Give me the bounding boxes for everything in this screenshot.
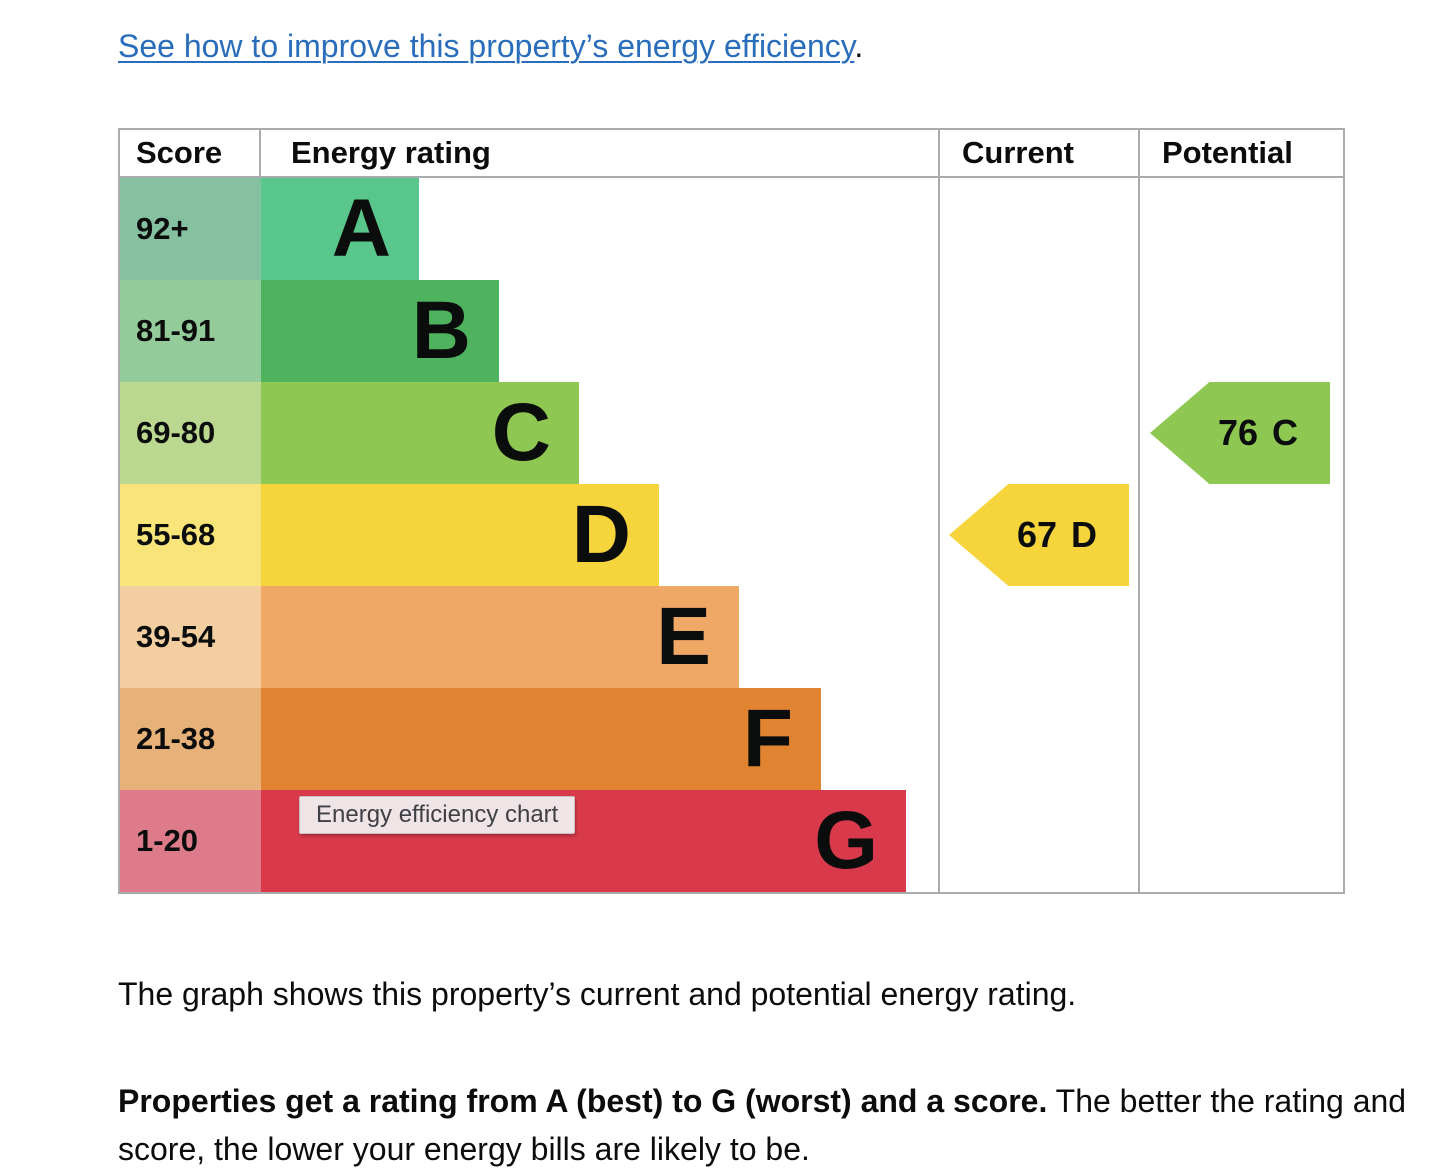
band-bar: F	[261, 688, 821, 790]
epc-chart-header-row: Score Energy rating Current Potential	[120, 130, 1343, 178]
band-row: 81-91 B	[120, 280, 1343, 382]
header-score: Score	[120, 130, 261, 176]
band-bar: C	[261, 382, 579, 484]
band-letter: D	[571, 489, 631, 580]
band-letter: G	[814, 795, 878, 886]
score-cell: 21-38	[120, 688, 261, 790]
potential-rating-band: C	[1272, 412, 1299, 453]
score-range-label: 39-54	[136, 619, 216, 654]
band-bar: A	[261, 178, 419, 280]
score-range-label: 1-20	[136, 823, 199, 858]
band-bar: D	[261, 484, 659, 586]
header-energy-rating: Energy rating	[291, 135, 491, 170]
score-cell: 55-68	[120, 484, 261, 586]
header-current: Current	[962, 135, 1074, 170]
potential-rating-value: 76	[1217, 412, 1259, 453]
header-potential: Potential	[1162, 135, 1293, 170]
band-row: 21-38 F	[120, 688, 1343, 790]
band-row: 69-80 C	[120, 382, 1343, 484]
improve-efficiency-line: See how to improve this property’s energ…	[118, 26, 1440, 66]
band-row: 39-54 E	[120, 586, 1343, 688]
chart-tooltip: Energy efficiency chart	[299, 796, 576, 834]
band-letter: E	[656, 591, 711, 682]
band-letter: A	[331, 183, 391, 274]
score-range-label: 81-91	[136, 313, 216, 348]
score-cell: 39-54	[120, 586, 261, 688]
score-range-label: 21-38	[136, 721, 216, 756]
score-range-label: 69-80	[136, 415, 216, 450]
current-rating-band: D	[1071, 514, 1098, 555]
score-range-label: 55-68	[136, 517, 216, 552]
score-cell: 1-20	[120, 790, 261, 892]
band-letter: B	[411, 285, 471, 376]
band-letter: C	[491, 387, 551, 478]
column-divider-rating-current	[938, 130, 940, 892]
band-bar: E	[261, 586, 739, 688]
rating-explanation-bold: Properties get a rating from A (best) to…	[118, 1082, 1048, 1119]
column-divider-current-potential	[1138, 130, 1140, 892]
link-suffix-period: .	[854, 28, 864, 64]
graph-caption: The graph shows this property’s current …	[118, 976, 1077, 1012]
score-cell: 69-80	[120, 382, 261, 484]
band-row: 92+ A	[120, 178, 1343, 280]
rating-explanation-regular: The better the rating and score, the low…	[118, 1082, 1407, 1167]
improve-efficiency-link[interactable]: See how to improve this property’s energ…	[118, 28, 855, 64]
band-bar: B	[261, 280, 499, 382]
score-cell: 92+	[120, 178, 261, 280]
epc-chart: Score Energy rating Current Potential 92…	[118, 128, 1345, 894]
score-cell: 81-91	[120, 280, 261, 382]
band-row: 55-68 D	[120, 484, 1343, 586]
band-letter: F	[742, 693, 793, 784]
current-rating-value: 67	[1016, 514, 1058, 555]
score-range-label: 92+	[136, 211, 189, 246]
rating-explanation: Properties get a rating from A (best) to…	[118, 1077, 1440, 1173]
epc-bands: 92+ A 81-91 B 69-80 C 55-68 D 39-54	[120, 178, 1343, 892]
